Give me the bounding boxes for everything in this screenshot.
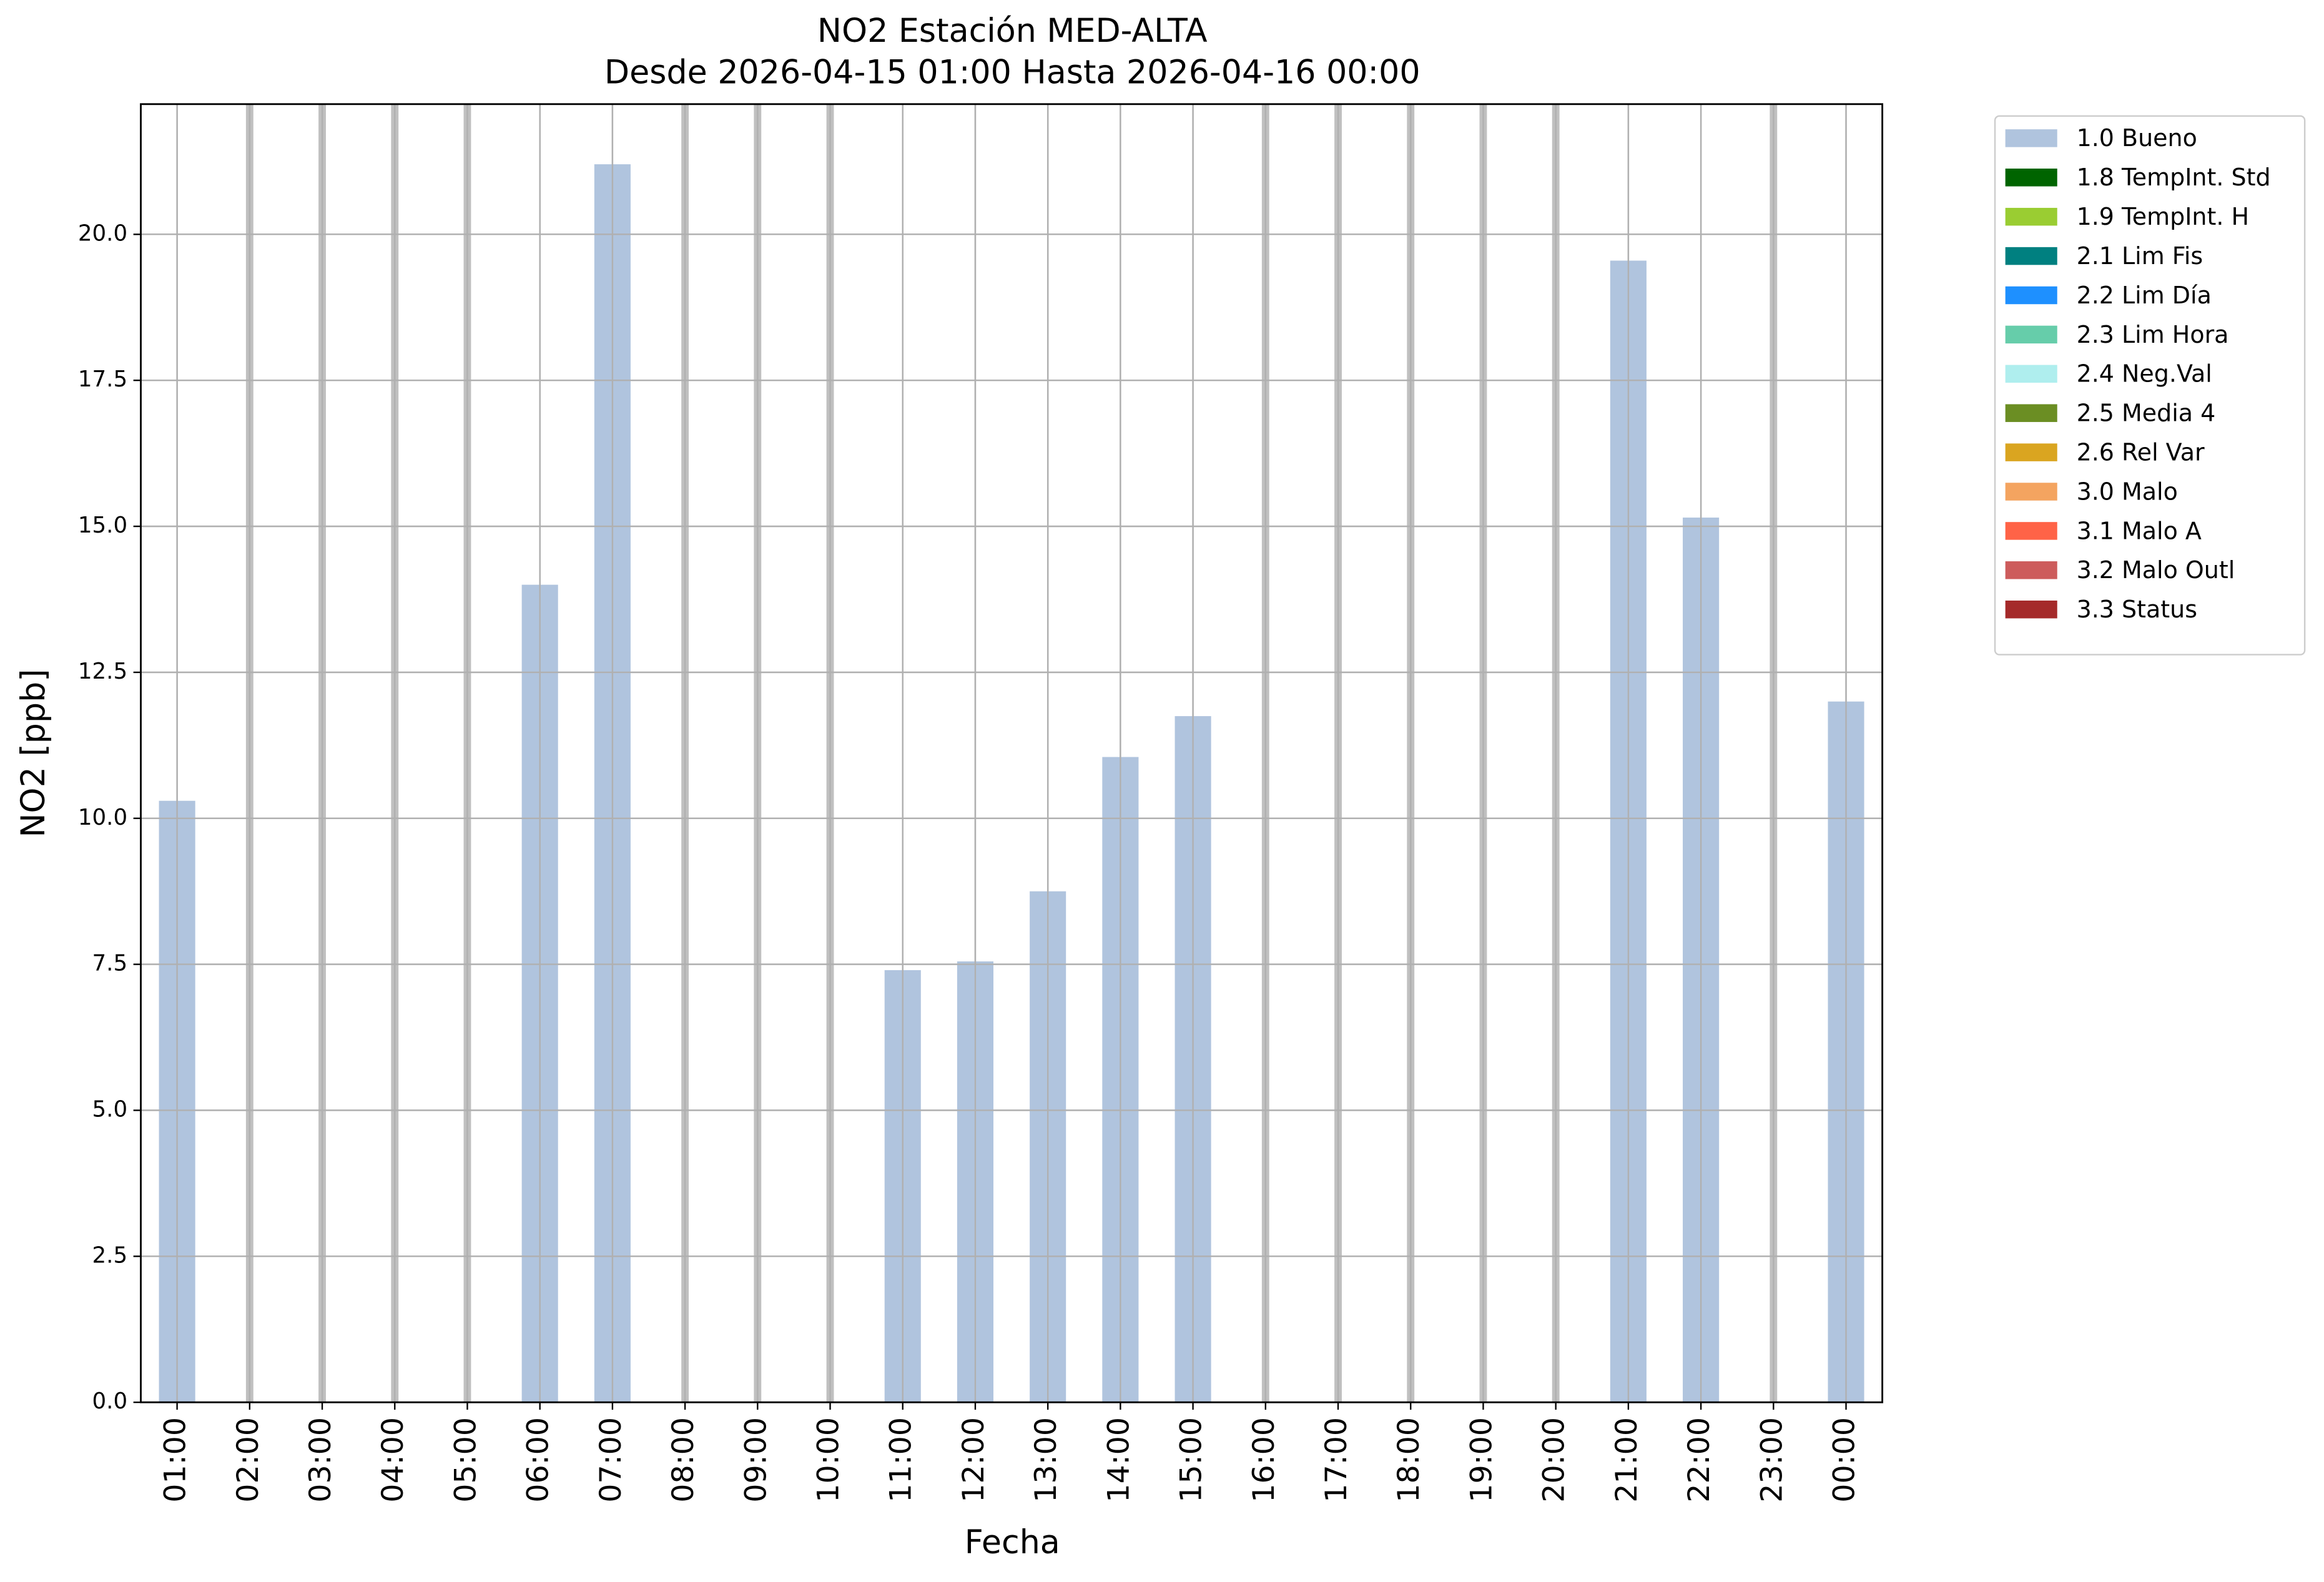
legend-label: 3.1 Malo A xyxy=(2077,517,2202,544)
x-tick-label: 08:00 xyxy=(666,1417,701,1503)
x-tick-label: 06:00 xyxy=(521,1417,556,1503)
legend-swatch xyxy=(2005,600,2057,619)
legend-swatch xyxy=(2005,286,2057,305)
chart-title: NO2 Estación MED-ALTA xyxy=(817,12,1208,50)
x-axis-label: Fecha xyxy=(965,1524,1060,1561)
x-tick-label: 10:00 xyxy=(812,1417,846,1503)
x-tick-label: 05:00 xyxy=(448,1417,483,1503)
legend-swatch xyxy=(2005,443,2057,461)
x-tick-label: 00:00 xyxy=(1828,1417,1862,1503)
legend-swatch xyxy=(2005,365,2057,383)
legend-label: 3.2 Malo Outl xyxy=(2077,556,2235,584)
x-tick-label: 02:00 xyxy=(231,1417,265,1503)
legend-swatch xyxy=(2005,483,2057,501)
x-tick-label: 03:00 xyxy=(303,1417,338,1503)
x-tick-label: 18:00 xyxy=(1392,1417,1426,1503)
y-axis-label: NO2 [ppb] xyxy=(15,669,52,837)
x-tick-label: 16:00 xyxy=(1247,1417,1281,1503)
x-tick-label: 09:00 xyxy=(739,1417,773,1503)
legend-label: 2.1 Lim Fis xyxy=(2077,242,2203,270)
y-tick-label: 0.0 xyxy=(92,1388,128,1414)
chart-subtitle: Desde 2026-04-15 01:00 Hasta 2026-04-16 … xyxy=(604,54,1420,91)
legend-label: 1.9 TempInt. H xyxy=(2077,203,2249,230)
y-tick-label: 12.5 xyxy=(78,659,127,684)
x-tick-label: 12:00 xyxy=(957,1417,991,1503)
y-tick-label: 10.0 xyxy=(78,805,127,830)
x-tick-label: 13:00 xyxy=(1029,1417,1063,1503)
plot-frame xyxy=(140,103,1884,1403)
legend-label: 3.0 Malo xyxy=(2077,478,2178,505)
y-tick-label: 15.0 xyxy=(78,513,127,538)
x-tick-label: 23:00 xyxy=(1755,1417,1789,1503)
legend-swatch xyxy=(2005,325,2057,344)
legend-swatch xyxy=(2005,169,2057,187)
legend-swatch xyxy=(2005,561,2057,579)
legend-swatch xyxy=(2005,522,2057,540)
legend-label: 2.2 Lim Día xyxy=(2077,282,2212,309)
y-tick-label: 17.5 xyxy=(78,366,127,392)
legend-label: 1.0 Bueno xyxy=(2077,124,2197,152)
legend-label: 2.5 Media 4 xyxy=(2077,400,2216,427)
y-tick-label: 2.5 xyxy=(92,1242,128,1268)
x-tick-label: 17:00 xyxy=(1319,1417,1354,1503)
legend-swatch xyxy=(2005,207,2057,226)
x-tick-label: 19:00 xyxy=(1464,1417,1499,1503)
x-tick-label: 11:00 xyxy=(884,1417,918,1503)
x-tick-label: 22:00 xyxy=(1682,1417,1716,1503)
x-tick-label: 21:00 xyxy=(1610,1417,1644,1503)
x-tick-label: 14:00 xyxy=(1101,1417,1136,1503)
legend-label: 3.3 Status xyxy=(2077,596,2197,623)
y-tick-label: 7.5 xyxy=(92,951,128,976)
legend-box xyxy=(1994,115,2306,656)
y-tick-label: 20.0 xyxy=(78,220,127,246)
legend-swatch xyxy=(2005,247,2057,265)
legend-label: 2.6 Rel Var xyxy=(2077,438,2205,466)
x-tick-label: 04:00 xyxy=(376,1417,410,1503)
y-tick-label: 5.0 xyxy=(92,1096,128,1122)
legend-label: 1.8 TempInt. Std xyxy=(2077,164,2271,191)
x-tick-label: 20:00 xyxy=(1537,1417,1572,1503)
x-tick-label: 15:00 xyxy=(1174,1417,1209,1503)
x-tick-label: 01:00 xyxy=(159,1417,193,1503)
x-tick-label: 07:00 xyxy=(594,1417,628,1503)
legend-swatch xyxy=(2005,129,2057,147)
legend-label: 2.4 Neg.Val xyxy=(2077,360,2212,388)
legend-label: 2.3 Lim Hora xyxy=(2077,321,2229,348)
legend-swatch xyxy=(2005,404,2057,422)
